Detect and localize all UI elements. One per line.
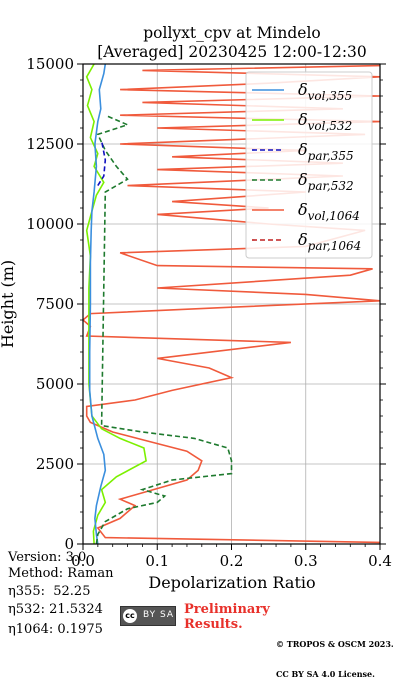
x-tick-label: 0.0 <box>71 552 95 570</box>
copyright-note: © TROPOS & OSCM 2023. CC BY SA 4.0 Licen… <box>276 619 394 689</box>
legend-label-vol1064: δvol,1064 <box>298 200 360 223</box>
legend: δvol,355 δvol,532 δpar,355 δpar,532 δvol,106… <box>245 71 373 259</box>
chart-title-line2: [Averaged] 20230425 12:00-12:30 <box>97 43 367 61</box>
chart-title-line1: pollyxt_cpv at Mindelo <box>143 24 321 42</box>
y-tick-label: 2500 <box>36 455 74 473</box>
legend-label-vol532: δvol,532 <box>298 110 352 133</box>
series-line-vol532 <box>85 64 147 544</box>
depol-profile-chart: pollyxt_cpv at Mindelo [Averaged] 202304… <box>0 24 392 592</box>
eta1064-text: η1064: 0.1975 <box>8 622 103 637</box>
legend-label-par355: δpar,355 <box>298 140 354 163</box>
x-tick-label: 0.4 <box>368 552 392 570</box>
x-tick-label: 0.1 <box>145 552 169 570</box>
cc-license-badge: cc BY SA <box>120 606 176 626</box>
series-line-vol355 <box>88 64 107 544</box>
preliminary-line1: Preliminary <box>184 602 270 617</box>
preliminary-results-note: Preliminary Results. <box>184 602 270 632</box>
series-layer <box>83 64 380 544</box>
cc-by-sa-label: BY SA <box>143 610 175 620</box>
y-tick-label: 7500 <box>36 295 74 313</box>
cc-icon: cc <box>123 609 137 623</box>
y-tick-label: 12500 <box>26 135 74 153</box>
method-text: Method: Raman <box>8 566 114 581</box>
y-axis-label: Height (m) <box>0 260 17 348</box>
eta355-text: η355: 52.25 <box>8 584 91 599</box>
x-tick-label: 0.3 <box>294 552 318 570</box>
y-tick-label: 15000 <box>26 55 74 73</box>
preliminary-line2: Results. <box>184 617 243 632</box>
copyright-line2: CC BY SA 4.0 License. <box>276 669 375 679</box>
version-text: Version: 3.0 <box>8 550 87 565</box>
copyright-line1: © TROPOS & OSCM 2023. <box>276 639 394 649</box>
x-axis-label: Depolarization Ratio <box>148 573 315 592</box>
series-line-par355 <box>97 140 107 187</box>
legend-label-par1064: δpar,1064 <box>298 230 361 253</box>
y-tick-label: 0 <box>64 535 74 553</box>
y-tick-label: 10000 <box>26 215 74 233</box>
x-tick-label: 0.2 <box>220 552 244 570</box>
y-tick-label: 5000 <box>36 375 74 393</box>
legend-box <box>245 71 373 259</box>
series-line-par532 <box>95 114 233 544</box>
eta532-text: η532: 21.5324 <box>8 602 103 617</box>
legend-label-vol355: δvol,355 <box>298 80 352 103</box>
axis-ticks: 0.0 0.1 0.2 0.3 0.4 0 2500 5000 7500 10000 12500 15… <box>26 55 392 570</box>
legend-label-par532: δpar,532 <box>298 170 354 193</box>
series-line-vol1064 <box>83 64 380 544</box>
